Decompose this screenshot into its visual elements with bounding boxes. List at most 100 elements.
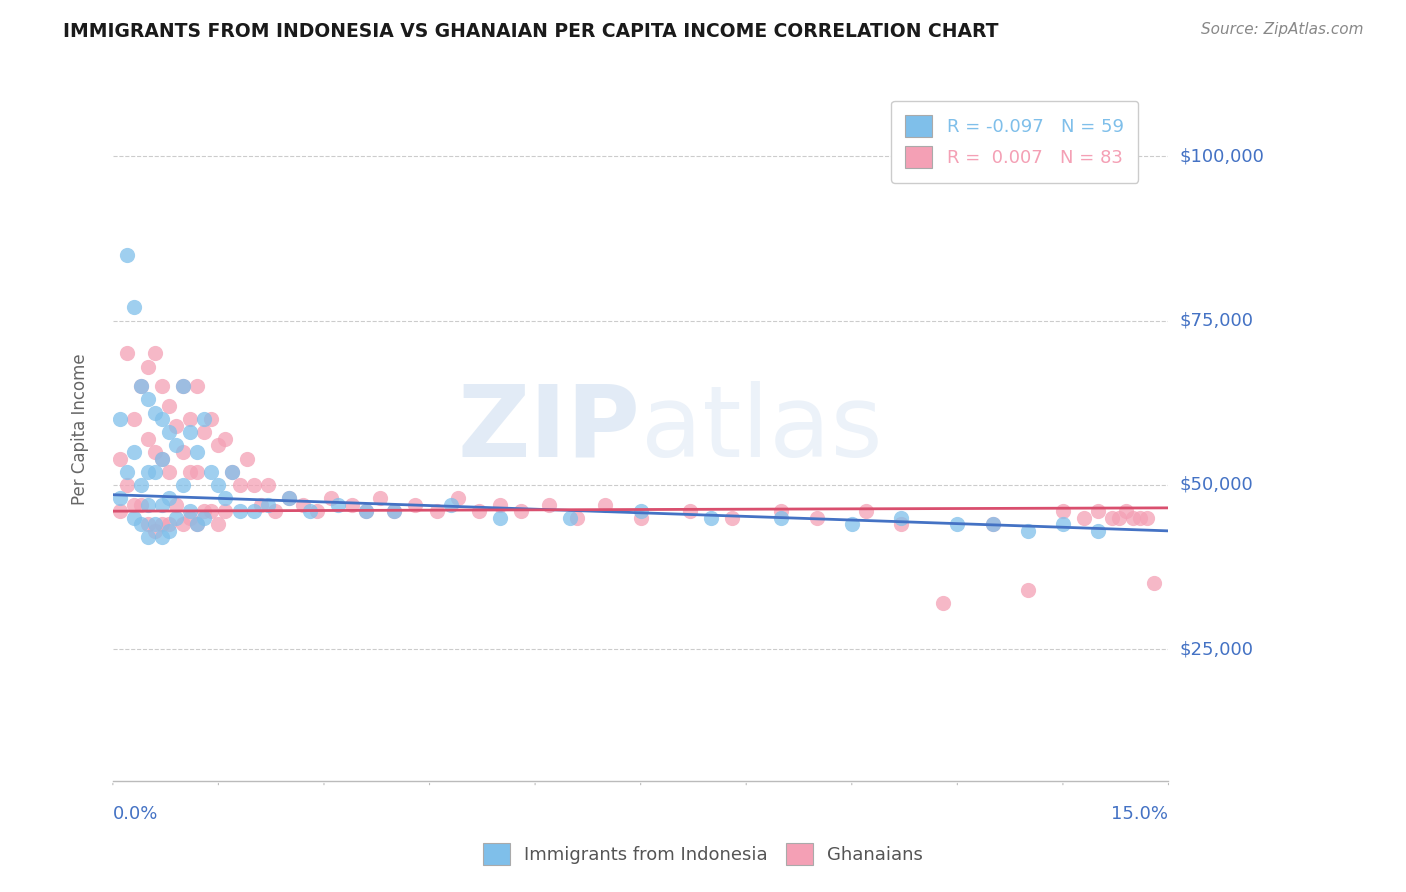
Point — [235, 451, 257, 466]
Point — [136, 517, 159, 532]
Point — [426, 504, 449, 518]
Point — [179, 425, 201, 440]
Point — [1073, 510, 1095, 524]
Text: 0.0%: 0.0% — [112, 805, 159, 823]
Point — [200, 465, 222, 479]
Point — [1122, 510, 1144, 524]
Point — [1087, 524, 1109, 538]
Point — [172, 445, 194, 459]
Point — [277, 491, 299, 505]
Point — [129, 517, 152, 532]
Point — [981, 517, 1004, 532]
Point — [221, 465, 243, 479]
Point — [115, 465, 138, 479]
Legend: R = -0.097   N = 59, R =  0.007   N = 83: R = -0.097 N = 59, R = 0.007 N = 83 — [891, 101, 1139, 183]
Point — [1052, 504, 1074, 518]
Point — [122, 301, 145, 315]
Point — [630, 510, 652, 524]
Point — [595, 498, 617, 512]
Text: ZIP: ZIP — [458, 381, 641, 477]
Point — [354, 504, 377, 518]
Point — [354, 504, 377, 518]
Point — [157, 425, 180, 440]
Point — [179, 465, 201, 479]
Point — [200, 412, 222, 426]
Text: 15.0%: 15.0% — [1112, 805, 1168, 823]
Point — [207, 517, 229, 532]
Point — [1108, 510, 1130, 524]
Point — [221, 465, 243, 479]
Point — [404, 498, 426, 512]
Point — [115, 346, 138, 360]
Y-axis label: Per Capita Income: Per Capita Income — [72, 353, 89, 505]
Point — [136, 498, 159, 512]
Point — [150, 531, 173, 545]
Point — [186, 379, 208, 393]
Point — [1143, 576, 1166, 591]
Text: atlas: atlas — [641, 381, 883, 477]
Point — [679, 504, 702, 518]
Point — [326, 498, 349, 512]
Point — [108, 451, 131, 466]
Point — [186, 445, 208, 459]
Point — [319, 491, 342, 505]
Point — [298, 504, 321, 518]
Point — [207, 438, 229, 452]
Legend: Immigrants from Indonesia, Ghanaians: Immigrants from Indonesia, Ghanaians — [474, 834, 932, 874]
Point — [157, 524, 180, 538]
Point — [770, 510, 793, 524]
Point — [277, 491, 299, 505]
Point — [890, 510, 912, 524]
Point — [165, 418, 187, 433]
Point — [122, 445, 145, 459]
Point — [108, 491, 131, 505]
Point — [150, 517, 173, 532]
Point — [165, 438, 187, 452]
Point — [242, 478, 264, 492]
Point — [249, 498, 271, 512]
Point — [129, 379, 152, 393]
Point — [770, 504, 793, 518]
Text: $50,000: $50,000 — [1180, 475, 1253, 494]
Point — [157, 491, 180, 505]
Point — [136, 392, 159, 407]
Point — [489, 498, 512, 512]
Point — [143, 465, 166, 479]
Point — [700, 510, 723, 524]
Point — [1136, 510, 1159, 524]
Text: $75,000: $75,000 — [1180, 311, 1254, 329]
Point — [129, 379, 152, 393]
Point — [136, 465, 159, 479]
Point — [721, 510, 744, 524]
Text: $25,000: $25,000 — [1180, 640, 1254, 658]
Point — [1115, 504, 1137, 518]
Point — [340, 498, 363, 512]
Point — [122, 498, 145, 512]
Point — [150, 451, 173, 466]
Point — [157, 465, 180, 479]
Point — [214, 432, 236, 446]
Point — [946, 517, 969, 532]
Point — [256, 498, 278, 512]
Point — [172, 379, 194, 393]
Point — [150, 379, 173, 393]
Point — [115, 248, 138, 262]
Point — [207, 478, 229, 492]
Point — [1017, 582, 1039, 597]
Text: IMMIGRANTS FROM INDONESIA VS GHANAIAN PER CAPITA INCOME CORRELATION CHART: IMMIGRANTS FROM INDONESIA VS GHANAIAN PE… — [63, 22, 998, 41]
Point — [193, 504, 215, 518]
Point — [172, 478, 194, 492]
Point — [136, 359, 159, 374]
Point — [630, 504, 652, 518]
Point — [179, 412, 201, 426]
Point — [186, 517, 208, 532]
Point — [165, 510, 187, 524]
Point — [228, 504, 250, 518]
Point — [172, 517, 194, 532]
Point — [263, 504, 285, 518]
Point — [150, 412, 173, 426]
Point — [1087, 504, 1109, 518]
Point — [382, 504, 405, 518]
Point — [560, 510, 582, 524]
Point — [538, 498, 561, 512]
